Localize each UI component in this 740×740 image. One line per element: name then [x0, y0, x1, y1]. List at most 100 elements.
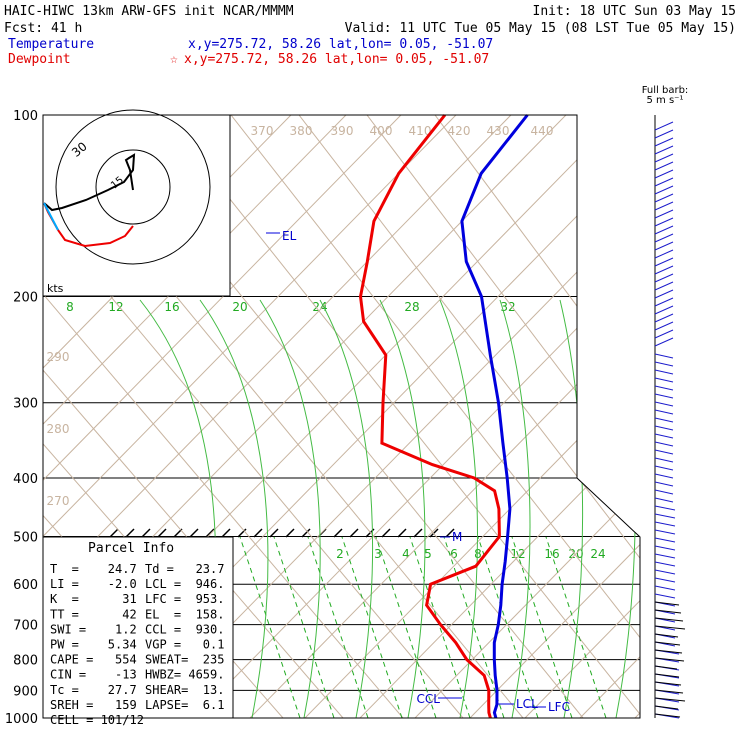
valid-time: Valid: 11 UTC Tue 05 May 15 (08 LST Tue … — [345, 21, 736, 36]
moist-adiabat-line — [379, 299, 426, 718]
wind-barb-flag — [654, 641, 681, 646]
wind-barb — [654, 393, 674, 399]
wind-barb-flag — [654, 473, 674, 479]
parcel-index-right: SWEAT= 235 — [145, 653, 224, 667]
wind-barb — [654, 177, 674, 187]
pressure-label: 300 — [13, 397, 38, 412]
isotherm-line — [634, 115, 640, 718]
hodograph-trace-mid — [43, 202, 59, 231]
wind-barb-flag — [654, 561, 676, 567]
wind-barb — [654, 705, 680, 711]
parcel-index-left: CIN = -13 — [50, 668, 137, 682]
isotherm-label: -50 — [503, 77, 527, 101]
wind-barb — [654, 529, 676, 535]
mixing-ratio-label: 24 — [312, 300, 327, 314]
wind-barb — [654, 585, 676, 591]
pressure-label: 100 — [13, 109, 38, 124]
wind-barb-flag — [654, 361, 674, 367]
wind-barb-flag — [654, 289, 674, 299]
wind-barb-flag — [654, 297, 674, 307]
isotherm-label: 30 — [677, 539, 698, 560]
theta-label: 380 — [290, 124, 313, 138]
dry-adiabat-line — [230, 115, 640, 718]
mixing-ratio-line — [511, 536, 573, 718]
isotherm-label: -70 — [351, 77, 375, 101]
wind-barb-flag — [654, 137, 674, 147]
wind-barb-flag — [654, 497, 674, 503]
freezing-level-hatch — [285, 528, 295, 538]
hodograph-ring-inner — [95, 149, 171, 225]
pressure-label: 400 — [13, 472, 38, 487]
wind-barb-flag — [654, 633, 679, 638]
wind-barb — [654, 241, 674, 251]
theta-label: 440 — [531, 124, 554, 138]
wind-barb-flag — [654, 185, 674, 195]
wind-barb — [654, 153, 674, 163]
parcel-index-right: EL = 158. — [145, 607, 224, 621]
wind-barb — [654, 417, 674, 423]
moist-adiabat-line — [259, 299, 321, 718]
temperature-profile — [460, 114, 529, 719]
moist-adiabat-line — [559, 299, 584, 718]
wind-barb — [654, 561, 676, 567]
theta-label: 400 — [370, 124, 393, 138]
wind-barb-flag — [654, 337, 674, 347]
wind-barb-flag — [654, 649, 683, 654]
freezing-level-hatch — [413, 528, 423, 538]
isotherm-label: 0 — [590, 404, 605, 419]
pressure-label: 500 — [13, 530, 38, 545]
wind-barb — [654, 489, 674, 495]
freezing-level-hatch — [397, 528, 407, 538]
wind-barb — [654, 265, 674, 275]
wind-barb-flag — [654, 513, 676, 519]
moist-adiabat-line — [499, 299, 531, 718]
mixing-ratio-label: 5 — [424, 547, 432, 561]
wind-barb — [654, 161, 674, 171]
theta-label: 410 — [409, 124, 432, 138]
wind-barb-flag — [654, 145, 674, 155]
temperature-legend-label: Temperature — [8, 37, 94, 52]
freezing-level-hatch — [445, 528, 455, 538]
wind-barb-flag — [654, 601, 680, 606]
wind-barb-flag — [654, 233, 674, 243]
parcel-index-right: HWBZ= 4659. — [145, 668, 224, 682]
pressure-axis: 100 200 300 400 500 600 700 800 900 1000 — [5, 109, 38, 727]
isotherm-label: -40 — [579, 77, 603, 101]
isotherm-label: 20 — [630, 497, 651, 518]
wind-barb — [654, 225, 674, 235]
isotherm-line — [414, 115, 640, 718]
mixing-ratio-label: 16 — [164, 300, 179, 314]
wind-barb — [654, 665, 680, 671]
wind-barb — [654, 297, 674, 307]
wind-barb — [654, 289, 674, 299]
wind-barb-flag — [654, 321, 674, 331]
wind-barb-flag — [654, 225, 674, 235]
wind-barb-flag — [654, 449, 674, 455]
wind-barb — [654, 169, 674, 179]
freezing-level-hatch — [333, 528, 343, 538]
isotherm-label: -20 — [585, 240, 609, 264]
wind-barb-flag — [654, 689, 684, 694]
wind-barb — [654, 537, 676, 543]
wind-barb-flag — [654, 209, 674, 219]
wind-barb-flag — [654, 409, 674, 415]
wind-barb — [654, 625, 686, 631]
freezing-level-hatch — [269, 528, 279, 538]
hodograph: 30 15 kts — [42, 109, 231, 297]
mixing-ratio-label: 4 — [402, 547, 410, 561]
wind-barb — [654, 697, 686, 703]
wind-barb — [654, 145, 674, 155]
wind-barb — [654, 553, 676, 559]
isotherm-line — [43, 115, 512, 718]
wind-barb — [654, 193, 674, 203]
dry-adiabat-line — [43, 115, 464, 718]
freezing-level-hatch — [141, 528, 151, 538]
freezing-level-hatch — [125, 528, 135, 538]
ccl-marker: CCL — [417, 692, 462, 706]
wind-barb-flag — [654, 465, 674, 471]
m-marker-label: M — [452, 530, 462, 544]
lcl-marker: LCL — [498, 697, 538, 711]
dewpoint-legend-label: Dewpoint — [8, 52, 71, 67]
freezing-level-hatch — [349, 528, 359, 538]
